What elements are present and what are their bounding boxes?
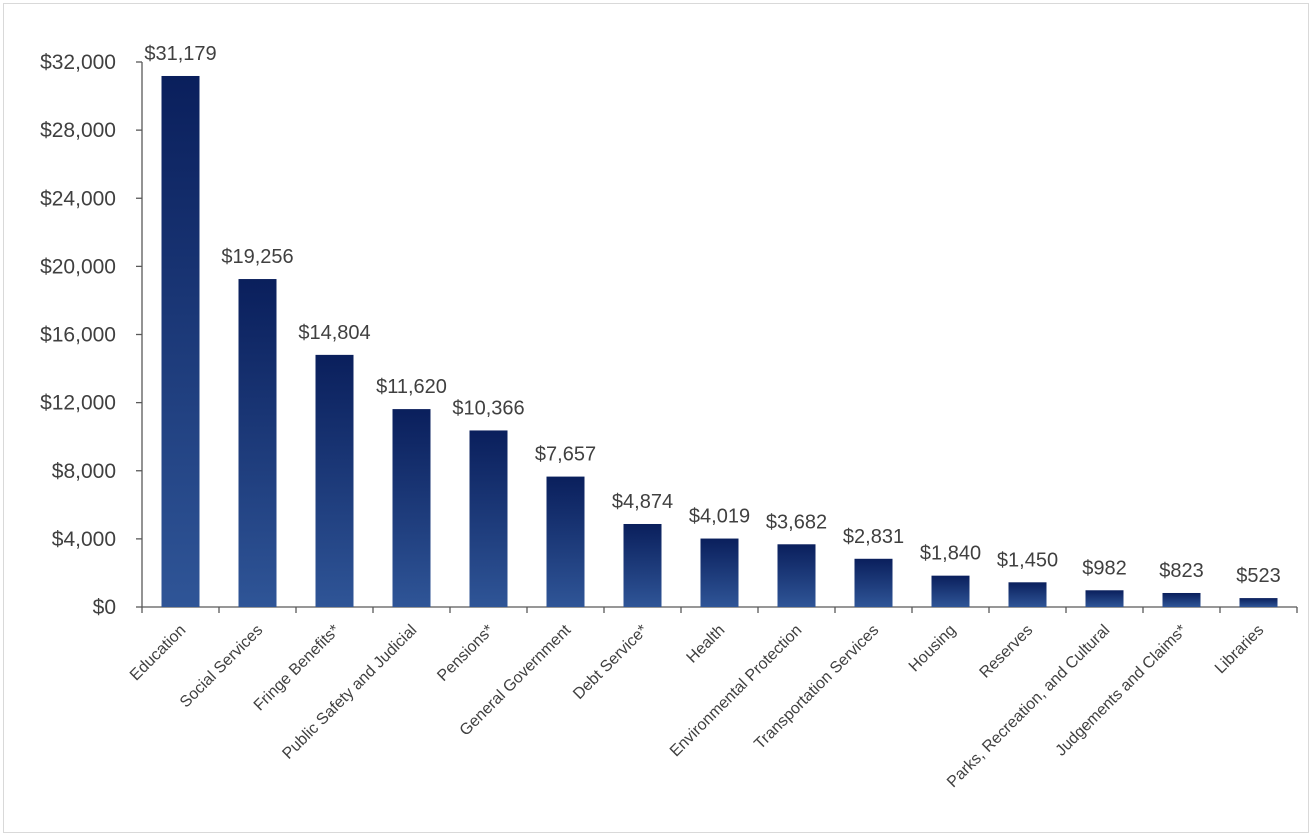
data-label: $4,019 <box>689 506 750 528</box>
data-labels: $31,179 $19,256 $14,804 $11,620$10,366 $7,65… <box>144 43 1280 587</box>
bar <box>1162 592 1201 607</box>
data-label: $823 <box>1159 560 1204 582</box>
category-label: Education <box>127 622 189 684</box>
bar <box>1008 582 1047 607</box>
data-label: $31,179 <box>144 43 216 65</box>
category-label: Debt Service* <box>570 622 651 703</box>
y-tick-label: $0 <box>93 596 116 619</box>
bar <box>315 354 354 607</box>
data-label: $7,657 <box>535 444 596 466</box>
data-label: $11,620 <box>376 376 447 398</box>
category-label: Libraries <box>1212 622 1267 677</box>
chart-frame <box>3 3 1309 833</box>
y-tick-label: $12,000 <box>40 392 116 415</box>
y-tick-label: $4,000 <box>52 528 116 551</box>
data-label: $1,450 <box>997 549 1058 571</box>
data-label: $2,831 <box>843 526 904 548</box>
category-label: Pensions* <box>434 622 497 685</box>
y-tick-label: $24,000 <box>40 187 116 210</box>
bar <box>392 409 431 607</box>
bar <box>469 430 508 607</box>
y-tick-label: $20,000 <box>40 255 116 278</box>
data-label: $1,840 <box>920 543 981 565</box>
bar <box>931 575 970 607</box>
category-label: Environmental Protection <box>667 622 805 760</box>
bar <box>700 538 739 607</box>
data-label: $3,682 <box>766 511 827 533</box>
y-tick-label: $32,000 <box>40 51 116 74</box>
data-label: $19,256 <box>221 246 293 268</box>
category-label: Judgements and Claims* <box>1053 622 1191 760</box>
data-label: $14,804 <box>298 322 370 344</box>
bar <box>1085 590 1124 607</box>
category-label: Social Services <box>177 622 266 711</box>
category-label: Reserves <box>977 622 1037 682</box>
category-label: Health <box>684 622 729 667</box>
category-label: Transportation Services <box>751 622 882 753</box>
bar <box>623 523 662 607</box>
data-label: $10,366 <box>452 397 524 419</box>
data-label: $523 <box>1236 565 1281 587</box>
x-axis <box>141 606 1298 613</box>
category-label: Parks, Recreation, and Cultural <box>944 622 1113 791</box>
bars <box>161 75 1278 607</box>
y-tick-label: $16,000 <box>40 324 116 347</box>
y-axis: $0 $4,000 $8,000 $12,000 $16,000 $20,000 $24,0… <box>40 51 143 619</box>
category-label: Housing <box>906 622 960 676</box>
bar <box>238 279 277 607</box>
bar <box>546 476 585 607</box>
bar <box>161 75 200 607</box>
bar <box>1239 598 1278 607</box>
category-label: Public Safety and Judicial <box>279 622 420 763</box>
bar <box>777 544 816 607</box>
bar <box>854 558 893 607</box>
data-label: $4,874 <box>612 491 673 513</box>
data-label: $982 <box>1082 557 1127 579</box>
y-tick-label: $8,000 <box>52 460 116 483</box>
y-tick-label: $28,000 <box>40 119 116 142</box>
